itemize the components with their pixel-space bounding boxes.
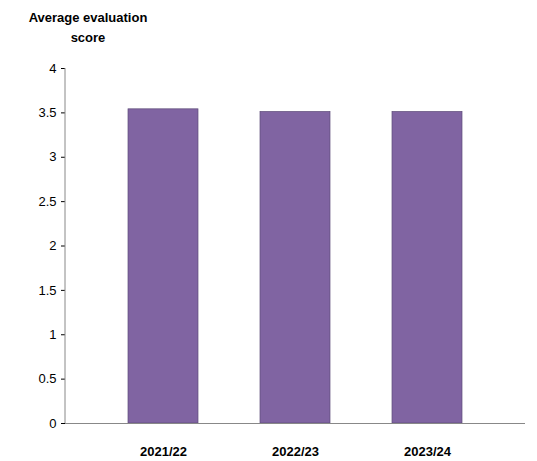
svg-text:2: 2 bbox=[49, 238, 56, 253]
html-text:Average evaluation score: Average evaluation score bbox=[28, 10, 148, 45]
svg-text:1.5: 1.5 bbox=[38, 283, 56, 298]
svg-text:3.5: 3.5 bbox=[38, 105, 56, 120]
svg-text:2021/22: 2021/22 bbox=[140, 444, 187, 459]
svg-text:4: 4 bbox=[49, 61, 56, 76]
svg-text:2022/23: 2022/23 bbox=[272, 444, 319, 459]
svg-text:3: 3 bbox=[49, 149, 56, 164]
svg-text:1: 1 bbox=[49, 327, 56, 342]
svg-text:2023/24: 2023/24 bbox=[404, 444, 452, 459]
svg-text:0.5: 0.5 bbox=[38, 371, 56, 386]
svg-text:2.5: 2.5 bbox=[38, 194, 56, 209]
svg-text:0: 0 bbox=[49, 416, 56, 431]
